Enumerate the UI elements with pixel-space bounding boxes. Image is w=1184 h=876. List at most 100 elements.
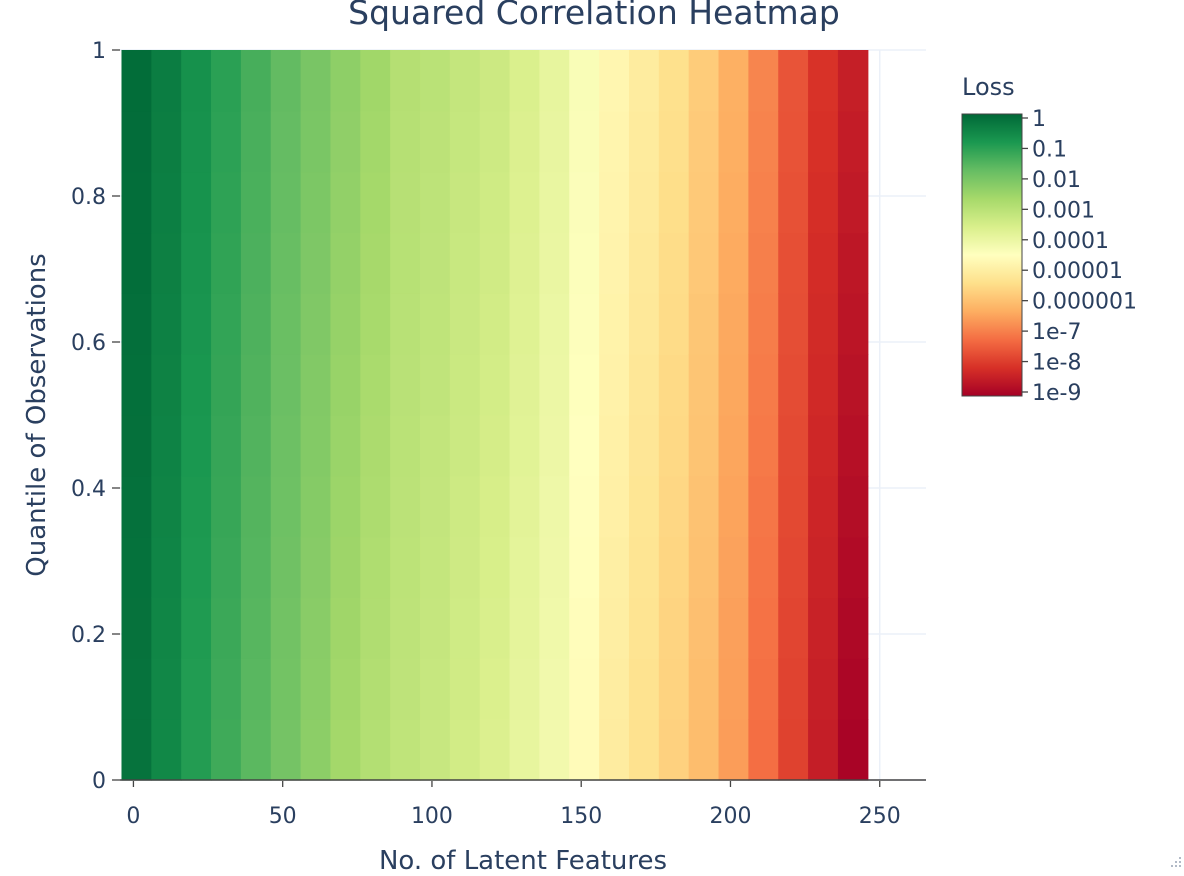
heatmap-cell	[479, 536, 511, 599]
heatmap-cell	[240, 232, 272, 294]
heatmap-cell	[211, 110, 242, 173]
colorbar-tick-label: 1	[1032, 107, 1046, 132]
heatmap-cell	[837, 658, 869, 720]
heatmap-cell	[121, 415, 152, 477]
heatmap-cell	[240, 110, 272, 173]
heatmap-cell	[240, 475, 272, 538]
heatmap-cell	[748, 415, 779, 477]
heatmap-cell	[539, 110, 570, 173]
heatmap-cell	[539, 232, 570, 294]
heatmap-cell	[270, 50, 302, 112]
heatmap-cell	[181, 415, 212, 477]
heatmap-cell	[748, 536, 779, 599]
x-tick-label: 150	[560, 804, 602, 829]
heatmap-cell	[211, 658, 242, 720]
colorbar-tick-label: 1e-8	[1032, 351, 1081, 376]
heatmap-cell	[360, 475, 391, 538]
heatmap-cell	[270, 658, 302, 720]
heatmap-cell	[808, 232, 839, 294]
heatmap-cell	[778, 110, 809, 173]
heatmap-cell	[628, 293, 660, 355]
x-tick-label: 0	[126, 804, 140, 829]
heatmap-cell	[151, 232, 182, 294]
heatmap-cell	[479, 50, 511, 112]
heatmap-cell	[390, 171, 421, 234]
heatmap-cell	[539, 354, 570, 416]
heatmap-cell	[270, 110, 302, 173]
heatmap-cell	[479, 171, 511, 234]
heatmap-cell	[300, 658, 332, 720]
y-tick-label: 0.2	[71, 623, 106, 648]
heatmap-cell	[599, 232, 630, 294]
heatmap-cell	[539, 475, 570, 538]
colorbar-tick-label: 1e-9	[1032, 381, 1081, 406]
heatmap-cell	[658, 719, 690, 781]
resize-grip-icon[interactable]	[1168, 856, 1182, 870]
heatmap-cell	[837, 293, 869, 355]
heatmap-cell	[778, 50, 809, 112]
heatmap-cell	[270, 597, 302, 659]
heatmap-cell	[569, 719, 600, 781]
heatmap-cell	[658, 658, 690, 720]
heatmap-cell	[808, 719, 839, 781]
heatmap-cell	[509, 415, 541, 477]
heatmap-cell	[300, 232, 332, 294]
heatmap-cell	[390, 536, 421, 599]
heatmap-cell	[300, 475, 332, 538]
heatmap-cell	[330, 110, 361, 173]
heatmap-cell	[330, 232, 361, 294]
heatmap-cell	[808, 50, 839, 112]
heatmap-cell	[211, 293, 242, 355]
heatmap-cell	[151, 658, 182, 720]
heatmap-cell	[808, 536, 839, 599]
heatmap-cell	[808, 475, 839, 538]
colorbar-tick-label: 1e-7	[1032, 320, 1081, 345]
heatmap-cell	[211, 232, 242, 294]
heatmap-cell	[628, 110, 660, 173]
heatmap-cell	[181, 171, 212, 234]
heatmap-cell	[420, 50, 451, 112]
heatmap-cell	[449, 415, 481, 477]
heatmap-cell	[479, 658, 511, 720]
heatmap-cell	[539, 719, 570, 781]
heatmap-cell	[778, 719, 809, 781]
heatmap-cell	[300, 719, 332, 781]
heatmap-cell	[599, 171, 630, 234]
heatmap-cell	[330, 475, 361, 538]
heatmap-cell	[718, 597, 749, 659]
heatmap-cell	[390, 658, 421, 720]
heatmap-cell	[420, 658, 451, 720]
heatmap-cell	[628, 536, 660, 599]
heatmap-cell	[748, 171, 779, 234]
heatmap-cell	[181, 658, 212, 720]
x-tick-label: 50	[269, 804, 297, 829]
heatmap-cell	[270, 536, 302, 599]
heatmap-cell	[360, 719, 391, 781]
heatmap-cell	[658, 110, 690, 173]
heatmap-cell	[270, 354, 302, 416]
colorbar-gradient	[961, 113, 1023, 397]
heatmap-cell	[569, 475, 600, 538]
heatmap-cell	[837, 232, 869, 294]
heatmap-cell	[151, 293, 182, 355]
heatmap-cell	[240, 597, 272, 659]
heatmap-cell	[449, 597, 481, 659]
heatmap-cell	[748, 293, 779, 355]
heatmap-cell	[569, 658, 600, 720]
heatmap-cell	[479, 232, 511, 294]
heatmap-cell	[658, 354, 690, 416]
heatmap-cell	[181, 232, 212, 294]
heatmap-cell	[748, 475, 779, 538]
heatmap-cell	[479, 719, 511, 781]
heatmap-cell	[420, 354, 451, 416]
heatmap-cell	[240, 415, 272, 477]
heatmap-cell	[211, 536, 242, 599]
heatmap-cell	[837, 110, 869, 173]
heatmap-cell	[479, 293, 511, 355]
heatmap-cell	[748, 354, 779, 416]
heatmap-cell	[181, 293, 212, 355]
heatmap-cell	[837, 50, 869, 112]
heatmap-cell	[479, 475, 511, 538]
heatmap-cell	[569, 415, 600, 477]
